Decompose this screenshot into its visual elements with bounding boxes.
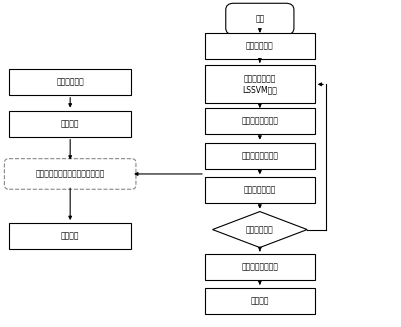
Text: 计算自适应权重值: 计算自适应权重值 (241, 116, 278, 126)
FancyBboxPatch shape (9, 69, 131, 95)
FancyBboxPatch shape (205, 65, 315, 103)
FancyBboxPatch shape (205, 177, 315, 203)
Text: 预测结果: 预测结果 (61, 232, 79, 241)
Text: 优化后的最小二乘支持向量机模型: 优化后的最小二乘支持向量机模型 (35, 169, 105, 179)
Text: 模型训练数据: 模型训练数据 (246, 41, 274, 50)
FancyBboxPatch shape (205, 33, 315, 59)
Text: 输出结果: 输出结果 (251, 296, 269, 305)
Text: 停止条件判断: 停止条件判断 (246, 225, 274, 234)
FancyBboxPatch shape (9, 223, 131, 249)
Polygon shape (213, 212, 307, 248)
Text: 数据处理: 数据处理 (61, 119, 79, 128)
FancyBboxPatch shape (205, 288, 315, 314)
Text: 更新速度及位置: 更新速度及位置 (244, 186, 276, 195)
Text: 开始: 开始 (255, 14, 265, 24)
FancyBboxPatch shape (226, 3, 294, 35)
Text: 优化后的模型预测: 优化后的模型预测 (241, 263, 278, 272)
FancyBboxPatch shape (9, 111, 131, 137)
Text: 预测输入数据: 预测输入数据 (56, 77, 84, 86)
FancyBboxPatch shape (205, 254, 315, 280)
Text: 计算并比较适应度: 计算并比较适应度 (241, 151, 278, 160)
FancyBboxPatch shape (205, 108, 315, 134)
FancyBboxPatch shape (205, 143, 315, 169)
FancyBboxPatch shape (4, 159, 136, 189)
Text: 初始化粒子群及
LSSVM参数: 初始化粒子群及 LSSVM参数 (243, 75, 277, 94)
